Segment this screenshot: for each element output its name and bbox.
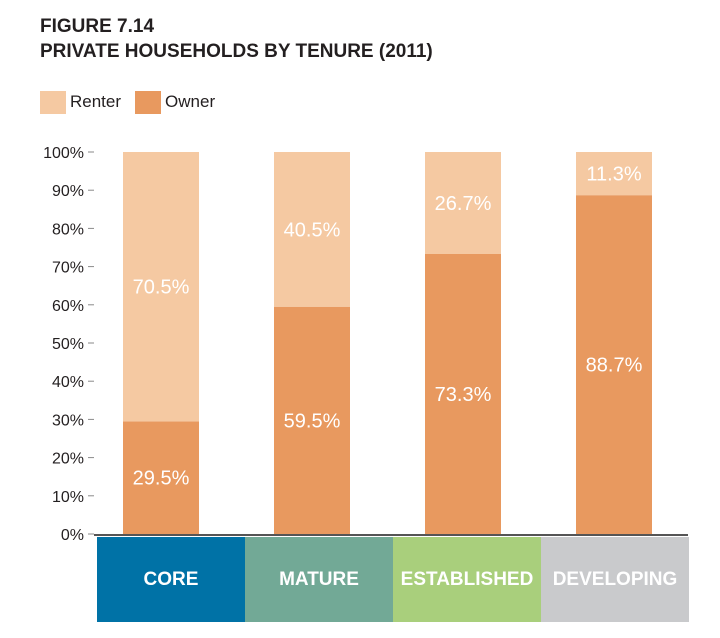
category-band xyxy=(245,537,393,622)
data-label-renter: 70.5% xyxy=(133,277,190,299)
bar-renter xyxy=(123,152,199,422)
category-label: DEVELOPING xyxy=(553,569,678,590)
y-tick-label: 10% xyxy=(52,489,84,506)
figure-title: FIGURE 7.14 PRIVATE HOUSEHOLDS BY TENURE… xyxy=(40,14,433,64)
category-label: CORE xyxy=(144,569,199,590)
bar-renter xyxy=(576,152,652,196)
data-label-renter: 40.5% xyxy=(284,219,341,241)
category-label: ESTABLISHED xyxy=(401,569,534,590)
category-label: MATURE xyxy=(279,569,359,590)
figure-heading: PRIVATE HOUSEHOLDS BY TENURE (2011) xyxy=(40,41,433,62)
data-label-owner: 88.7% xyxy=(586,355,643,377)
data-label-owner: 59.5% xyxy=(284,410,341,432)
y-tick-label: 40% xyxy=(52,374,84,391)
y-tick-label: 50% xyxy=(52,336,84,353)
bar-owner xyxy=(123,421,199,534)
legend-item-owner: Owner xyxy=(135,90,216,114)
data-label-renter: 26.7% xyxy=(435,193,492,215)
y-tick-label: 0% xyxy=(61,527,84,544)
figure-number: FIGURE 7.14 xyxy=(40,16,155,37)
legend: Renter Owner xyxy=(40,90,229,114)
category-band xyxy=(97,537,245,622)
bar-owner xyxy=(576,195,652,534)
y-tick-label: 80% xyxy=(52,221,84,238)
y-tick-label: 60% xyxy=(52,298,84,315)
y-tick-label: 100% xyxy=(43,145,84,162)
bar-owner xyxy=(425,253,501,534)
bar-renter xyxy=(274,152,350,307)
category-band xyxy=(541,537,689,622)
data-label-renter: 11.3% xyxy=(586,164,641,186)
legend-swatch-owner xyxy=(135,90,162,114)
y-tick-label: 90% xyxy=(52,183,84,200)
data-label-owner: 73.3% xyxy=(435,384,492,406)
y-tick-label: 30% xyxy=(52,412,84,429)
bar-renter xyxy=(425,152,501,254)
legend-label-owner: Owner xyxy=(165,92,216,111)
legend-item-renter: Renter xyxy=(40,90,122,114)
data-label-owner: 29.5% xyxy=(133,468,190,490)
category-band xyxy=(393,537,541,622)
legend-swatch-renter xyxy=(40,90,66,114)
legend-label-renter: Renter xyxy=(70,92,122,111)
y-tick-label: 70% xyxy=(52,260,84,277)
y-tick-label: 20% xyxy=(52,451,84,468)
bar-owner xyxy=(274,306,350,534)
